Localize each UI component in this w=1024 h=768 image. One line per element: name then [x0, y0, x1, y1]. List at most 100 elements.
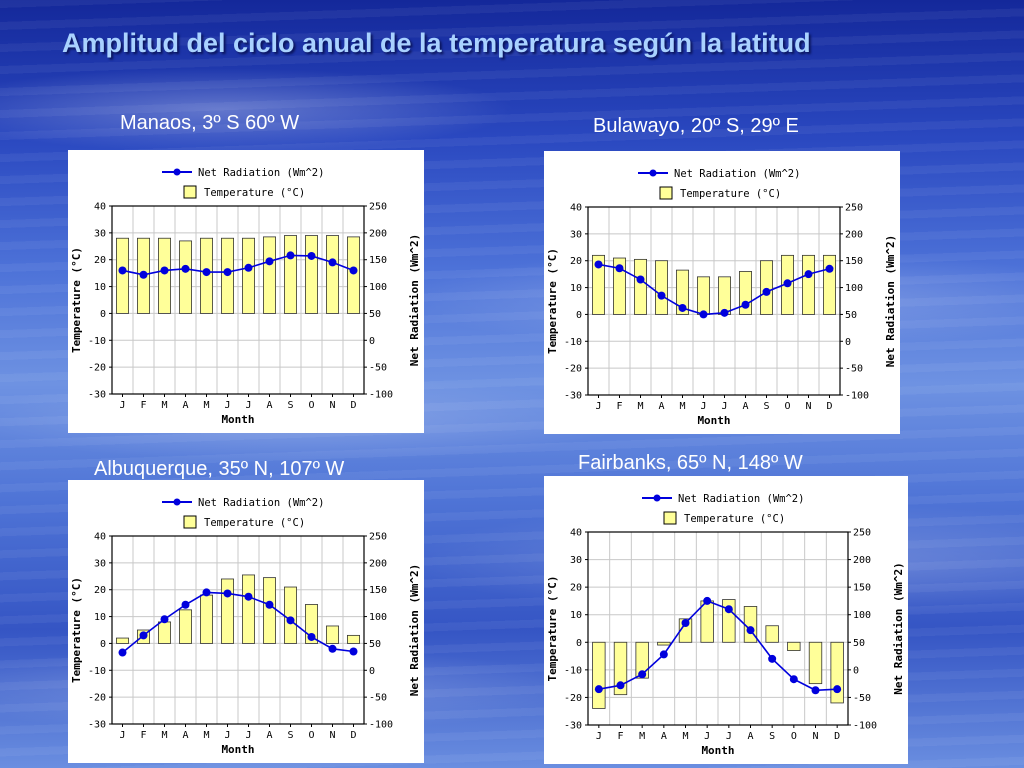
x-tick-label: M	[639, 731, 645, 742]
temperature-bar	[592, 254, 605, 315]
net-radiation-point	[202, 588, 211, 597]
legend-bar-swatch	[663, 511, 677, 525]
y-tick-label: 40	[94, 532, 106, 543]
legend-line-marker	[173, 168, 181, 176]
chart-panel-bulawayo: Net Radiation (Wm^2) Temperature (°C) 40 30…	[544, 151, 900, 434]
legend-line-label: Net Radiation (Wm^2)	[198, 497, 324, 509]
net-radiation-point	[659, 650, 668, 659]
temperature-bar	[326, 235, 339, 314]
y-tick-label: 10	[570, 610, 582, 621]
legend-line-label: Net Radiation (Wm^2)	[198, 167, 324, 179]
x-tick-label: D	[350, 400, 356, 411]
net-radiation-point	[118, 648, 127, 657]
y-tick-label: -10	[88, 666, 106, 677]
chart-panel-manaos: Net Radiation (Wm^2) Temperature (°C) 40 30…	[68, 150, 424, 433]
legend-line-label: Net Radiation (Wm^2)	[674, 168, 800, 180]
net-radiation-point	[286, 251, 295, 260]
x-tick-label: J	[245, 400, 251, 411]
chart-panel-albuquerque: Net Radiation (Wm^2) Temperature (°C) 40 30…	[68, 480, 424, 763]
net-radiation-point	[811, 686, 820, 695]
net-radiation-point	[762, 287, 771, 296]
y-tick-label: 30	[94, 558, 106, 569]
temperature-bar	[242, 237, 255, 314]
chart-caption-bulawayo: Bulawayo, 20º S, 29º E	[593, 115, 799, 137]
net-radiation-point	[768, 654, 777, 663]
temperature-bar	[657, 641, 671, 646]
y2-tick-label: 100	[845, 283, 863, 294]
net-radiation-point	[349, 647, 358, 656]
x-tick-label: J	[596, 731, 602, 742]
net-radiation-point	[223, 589, 232, 598]
y2-tick-label: -50	[845, 364, 863, 375]
legend-bar-label: Temperature (°C)	[204, 517, 305, 529]
legend-bar-swatch	[659, 186, 673, 200]
temperature-bar	[263, 236, 276, 314]
y2-tick-label: -50	[853, 693, 871, 704]
y2-tick-label: 100	[369, 612, 387, 623]
y2-axis-label: Net Radiation (Wm^2)	[892, 562, 905, 694]
y2-tick-label: 150	[369, 585, 387, 596]
y2-tick-label: 100	[853, 610, 871, 621]
net-radiation-point	[720, 308, 729, 317]
y2-tick-label: -50	[369, 363, 387, 374]
net-radiation-point	[307, 251, 316, 260]
x-tick-label: O	[308, 400, 314, 411]
net-radiation-point	[244, 592, 253, 601]
y2-axis-label: Net Radiation (Wm^2)	[408, 564, 421, 696]
net-radiation-point	[594, 685, 603, 694]
temperature-bar	[760, 260, 773, 315]
temperature-bar	[221, 578, 234, 644]
net-radiation-point	[724, 605, 733, 614]
net-radiation-point	[833, 685, 842, 694]
temperature-bar	[765, 625, 779, 643]
net-radiation-point	[244, 263, 253, 272]
net-radiation-point	[616, 681, 625, 690]
y2-tick-label: 250	[369, 202, 387, 213]
temperature-bar	[634, 258, 647, 315]
temperature-bar	[284, 586, 297, 644]
net-radiation-point	[328, 644, 337, 653]
x-tick-label: M	[637, 401, 643, 412]
x-tick-label: N	[329, 400, 335, 411]
temperature-bar	[823, 254, 836, 315]
y2-tick-label: 250	[845, 203, 863, 214]
y2-tick-label: 200	[845, 229, 863, 240]
x-tick-label: O	[308, 730, 314, 741]
x-tick-label: S	[769, 731, 775, 742]
chart-caption-manaos: Manaos, 3º S 60º W	[120, 112, 300, 134]
y-tick-label: 30	[570, 229, 582, 240]
x-axis-label: Month	[221, 743, 254, 756]
y2-tick-label: -100	[845, 391, 869, 402]
x-tick-label: S	[287, 400, 293, 411]
legend-bar-label: Temperature (°C)	[684, 513, 785, 525]
y2-tick-label: 150	[369, 255, 387, 266]
y2-tick-label: 50	[369, 639, 381, 650]
net-radiation-point	[783, 279, 792, 288]
net-radiation-point	[265, 257, 274, 266]
temperature-bar	[718, 276, 731, 315]
y-tick-label: 40	[570, 528, 582, 539]
y2-tick-label: 150	[845, 256, 863, 267]
temperature-bar	[116, 237, 129, 314]
x-tick-label: S	[763, 401, 769, 412]
temperature-bar	[347, 634, 360, 644]
net-radiation-point	[139, 270, 148, 279]
x-tick-label: M	[679, 401, 685, 412]
net-radiation-point	[594, 260, 603, 269]
y-tick-label: -10	[564, 337, 582, 348]
temperature-bar	[200, 594, 213, 644]
temperature-bar	[613, 257, 626, 315]
y2-tick-label: 0	[369, 666, 375, 677]
y2-tick-label: 200	[853, 555, 871, 566]
y2-tick-label: 200	[369, 228, 387, 239]
temperature-bar	[802, 254, 815, 315]
x-tick-label: J	[704, 731, 710, 742]
net-radiation-point	[741, 300, 750, 309]
y2-tick-label: -100	[853, 721, 877, 732]
x-tick-label: N	[812, 731, 818, 742]
y2-tick-label: 0	[369, 336, 375, 347]
plot-frame	[587, 531, 849, 726]
temperature-bar	[655, 260, 668, 315]
temperature-bar	[116, 637, 129, 644]
x-tick-label: A	[182, 730, 188, 741]
